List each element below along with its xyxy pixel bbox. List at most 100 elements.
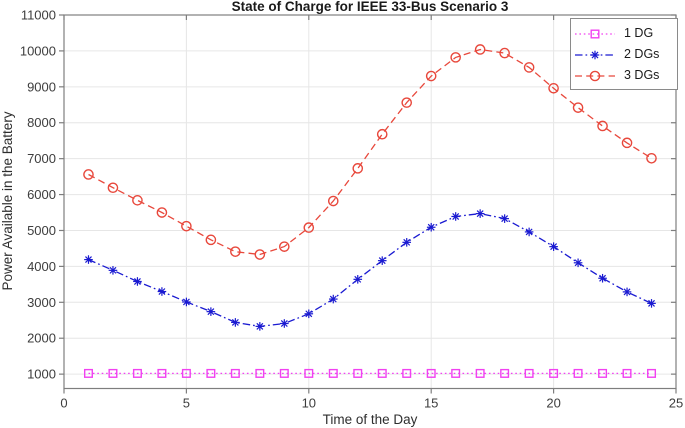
square-marker bbox=[353, 368, 363, 378]
legend-item-3-dgs: 3 DGs bbox=[571, 65, 677, 86]
y-tick-label: 11000 bbox=[21, 8, 56, 23]
square-marker bbox=[279, 368, 289, 378]
asterisk-marker bbox=[623, 288, 631, 296]
asterisk-marker bbox=[550, 243, 558, 251]
square-marker bbox=[426, 368, 436, 378]
asterisk-marker bbox=[574, 259, 582, 267]
series-2-dgs bbox=[84, 209, 656, 331]
circle-marker bbox=[303, 222, 315, 233]
x-tick-label: 10 bbox=[302, 396, 316, 411]
y-tick-label: 8000 bbox=[27, 115, 56, 130]
y-tick-label: 10000 bbox=[20, 43, 56, 58]
asterisk-marker bbox=[599, 274, 607, 282]
y-tick-label: 4000 bbox=[27, 259, 56, 274]
asterisk-marker bbox=[452, 213, 460, 220]
y-tick-label: 6000 bbox=[27, 187, 56, 202]
square-marker bbox=[304, 368, 314, 378]
y-axis-label: Power Available in the Battery bbox=[0, 111, 15, 290]
square-marker bbox=[255, 368, 265, 378]
legend: 1 DG 2 DGs 3 DGs bbox=[570, 18, 678, 90]
legend-sample bbox=[575, 28, 615, 38]
circle-marker bbox=[230, 246, 241, 257]
square-marker bbox=[230, 368, 240, 378]
asterisk-marker bbox=[231, 318, 239, 326]
asterisk-marker bbox=[427, 223, 435, 231]
legend-item-1-dg: 1 DG bbox=[571, 23, 677, 44]
asterisk-marker bbox=[280, 320, 288, 327]
square-marker bbox=[181, 368, 191, 378]
square-marker bbox=[83, 368, 93, 378]
y-tick-label: 1000 bbox=[27, 367, 56, 382]
asterisk-marker bbox=[591, 51, 599, 58]
circle-marker bbox=[181, 220, 192, 232]
square-marker bbox=[573, 368, 583, 378]
x-tick-label: 5 bbox=[183, 396, 190, 411]
square-marker bbox=[500, 368, 510, 378]
x-tick-label: 0 bbox=[60, 396, 67, 411]
series-line bbox=[88, 212, 652, 328]
series-1-dg bbox=[83, 368, 657, 378]
circle-marker bbox=[425, 70, 437, 82]
circle-marker bbox=[205, 234, 217, 246]
circle-marker bbox=[646, 152, 657, 164]
asterisk-marker bbox=[158, 288, 166, 295]
x-axis-label: Time of the Day bbox=[323, 412, 418, 427]
circle-marker bbox=[83, 169, 94, 180]
circle-marker bbox=[327, 195, 339, 207]
legend-sample bbox=[575, 50, 615, 59]
y-tick-label: 5000 bbox=[27, 223, 56, 238]
square-marker bbox=[622, 368, 632, 378]
circle-marker bbox=[376, 128, 388, 140]
square-marker bbox=[524, 368, 534, 378]
circle-marker bbox=[597, 120, 608, 132]
legend-label: 2 DGs bbox=[624, 47, 660, 61]
square-marker bbox=[549, 368, 559, 378]
square-marker bbox=[328, 368, 338, 378]
circle-marker bbox=[279, 241, 290, 252]
asterisk-marker bbox=[525, 228, 533, 236]
series-line bbox=[88, 48, 652, 256]
x-tick-label: 15 bbox=[424, 396, 438, 411]
circle-marker bbox=[450, 52, 461, 63]
square-marker bbox=[590, 28, 600, 38]
circle-marker bbox=[132, 195, 143, 206]
legend-label: 1 DG bbox=[624, 26, 654, 40]
y-tick-label: 7000 bbox=[27, 151, 56, 166]
asterisk-marker bbox=[85, 256, 92, 264]
circle-marker bbox=[589, 70, 601, 81]
asterisk-marker bbox=[354, 275, 362, 283]
asterisk-marker bbox=[476, 210, 484, 218]
y-tick-label: 2000 bbox=[27, 331, 56, 346]
circle-marker bbox=[107, 182, 119, 194]
square-marker bbox=[598, 368, 608, 378]
asterisk-marker bbox=[501, 215, 509, 223]
circle-marker bbox=[621, 137, 633, 149]
tick-labels: 1000 2000 3000 4000 5000 6000 7000 8000 9000 1000… bbox=[20, 8, 683, 411]
square-marker bbox=[132, 368, 142, 378]
chart-title: State of Charge for IEEE 33-Bus Scenario… bbox=[232, 0, 509, 14]
y-tick-label: 3000 bbox=[27, 295, 56, 310]
data-series bbox=[83, 44, 657, 378]
legend-label: 3 DGs bbox=[624, 68, 660, 82]
circle-marker bbox=[548, 82, 559, 94]
asterisk-marker bbox=[305, 310, 313, 318]
asterisk-marker bbox=[182, 298, 190, 306]
circle-marker bbox=[156, 207, 168, 218]
asterisk-marker bbox=[256, 322, 264, 330]
asterisk-marker bbox=[648, 299, 655, 307]
circle-marker bbox=[523, 62, 535, 73]
x-tick-label: 25 bbox=[669, 396, 683, 411]
square-marker bbox=[108, 368, 118, 378]
square-marker bbox=[451, 368, 461, 378]
circle-marker bbox=[352, 163, 364, 174]
asterisk-marker bbox=[329, 295, 337, 303]
axes bbox=[59, 14, 677, 394]
circle-marker bbox=[474, 44, 486, 55]
square-marker bbox=[402, 368, 412, 378]
square-marker bbox=[206, 368, 216, 378]
legend-item-2-dgs: 2 DGs bbox=[571, 44, 677, 65]
square-marker bbox=[157, 368, 167, 378]
asterisk-marker bbox=[207, 308, 215, 316]
